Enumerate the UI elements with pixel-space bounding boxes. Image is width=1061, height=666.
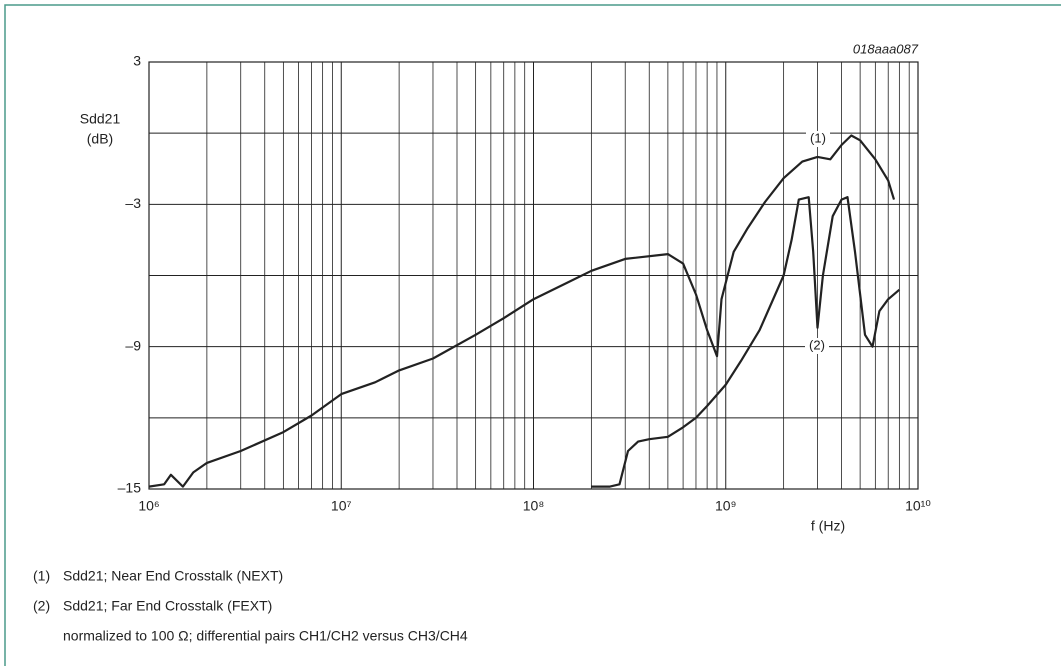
curve-label: (1): [810, 130, 826, 145]
x-tick-label: 10⁷: [331, 498, 352, 514]
x-axis-label: f (Hz): [811, 518, 845, 534]
y-tick-label: –9: [125, 337, 141, 353]
frame: [4, 4, 1061, 666]
y-tick-label: –3: [125, 195, 141, 211]
curve-label-bg: [806, 131, 830, 147]
figure-code: 018aaa087: [853, 41, 919, 56]
x-tick-label: 10⁶: [138, 498, 159, 514]
y-axis-label: (dB): [87, 131, 113, 147]
curve-label-bg: [805, 338, 829, 354]
y-axis-label: Sdd21: [80, 111, 121, 127]
y-tick-label: –15: [118, 480, 142, 496]
data-line: [591, 196, 901, 488]
note-text: normalized to 100 Ω; differential pairs …: [63, 628, 468, 644]
note-text: Sdd21; Near End Crosstalk (NEXT): [63, 568, 283, 584]
note-number: (2): [33, 598, 50, 614]
x-tick-label: 10¹⁰: [905, 498, 931, 514]
x-tick-label: 10⁹: [715, 498, 737, 514]
note-number: (1): [33, 568, 50, 584]
data-line: [148, 134, 896, 488]
y-tick-label: 3: [133, 53, 141, 69]
note-text: Sdd21; Far End Crosstalk (FEXT): [63, 598, 272, 614]
plot-frame: [148, 61, 919, 490]
curve-label: (2): [809, 337, 825, 352]
x-tick-label: 10⁸: [523, 498, 545, 514]
